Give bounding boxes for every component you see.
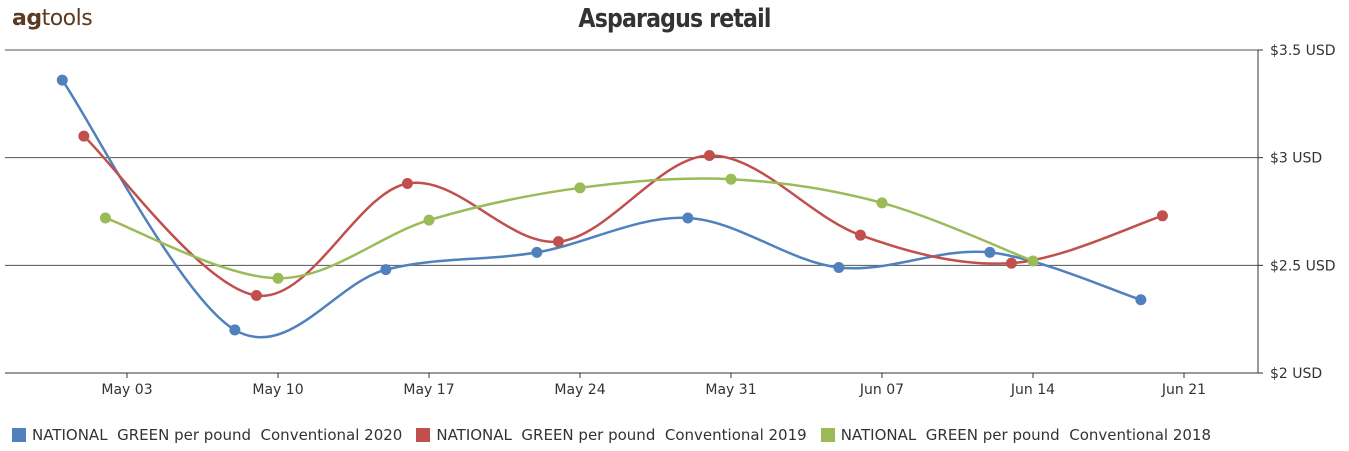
- data-point[interactable]: [99, 212, 111, 224]
- data-point[interactable]: [401, 178, 413, 190]
- data-point[interactable]: [854, 229, 866, 241]
- chart-title: Asparagus retail: [578, 4, 771, 34]
- data-point[interactable]: [250, 289, 262, 301]
- data-point[interactable]: [1027, 255, 1039, 267]
- data-point[interactable]: [56, 74, 68, 86]
- data-point[interactable]: [833, 261, 845, 273]
- legend-label-2019: NATIONAL GREEN per pound Conventional 20…: [436, 426, 807, 444]
- legend: NATIONAL GREEN per pound Conventional 20…: [12, 426, 1347, 444]
- y-tick-label: $3 USD: [1270, 151, 1322, 167]
- legend-item-2019[interactable]: NATIONAL GREEN per pound Conventional 20…: [416, 426, 807, 444]
- legend-swatch-2020: [12, 428, 26, 442]
- data-point[interactable]: [78, 130, 90, 142]
- x-tick-label: May 24: [554, 382, 605, 398]
- x-tick-label: Jun 14: [1010, 382, 1055, 398]
- series-line-1: [83, 135, 1163, 297]
- x-tick-label: May 03: [101, 382, 152, 398]
- data-point[interactable]: [725, 173, 737, 185]
- agtools-logo[interactable]: agtools: [12, 6, 93, 31]
- legend-swatch-2018: [820, 428, 835, 442]
- x-tick-label: May 17: [403, 382, 454, 398]
- data-point[interactable]: [272, 272, 284, 284]
- gridlines: [5, 49, 1258, 374]
- y-tick-label: $3.5 USD: [1270, 43, 1336, 59]
- axes: $2 USD $2.5 USD $3 USD $3.5 USD May 03 May 10…: [101, 43, 1335, 398]
- data-point[interactable]: [1005, 257, 1017, 269]
- data-point[interactable]: [984, 246, 996, 258]
- data-point[interactable]: [876, 197, 888, 209]
- x-tick-label: Jun 07: [859, 382, 904, 398]
- legend-item-2018[interactable]: NATIONAL GREEN per pound Conventional 20…: [820, 426, 1212, 444]
- data-point[interactable]: [380, 264, 392, 276]
- legend-label-2020: NATIONAL GREEN per pound Conventional 20…: [32, 426, 403, 444]
- data-point[interactable]: [531, 246, 543, 258]
- series-lines: [61, 79, 1163, 339]
- legend-item-2020[interactable]: NATIONAL GREEN per pound Conventional 20…: [12, 426, 402, 444]
- series-line-0: [61, 79, 1142, 339]
- data-points: [56, 74, 1168, 336]
- y-tick-label: $2.5 USD: [1270, 258, 1336, 274]
- data-point[interactable]: [1156, 210, 1168, 222]
- data-point[interactable]: [574, 182, 586, 194]
- data-point[interactable]: [703, 150, 715, 162]
- data-point[interactable]: [1135, 294, 1147, 306]
- data-point[interactable]: [423, 214, 435, 226]
- x-tick-label: May 10: [252, 382, 303, 398]
- x-tick-label: May 31: [705, 382, 756, 398]
- data-point[interactable]: [552, 236, 564, 248]
- x-tick-label: Jun 21: [1161, 382, 1206, 398]
- data-point[interactable]: [229, 324, 241, 336]
- y-tick-label: $2 USD: [1270, 366, 1322, 382]
- legend-label-2018: NATIONAL GREEN per pound Conventional 20…: [840, 426, 1212, 444]
- data-point[interactable]: [682, 212, 694, 224]
- legend-swatch-2019: [416, 428, 431, 442]
